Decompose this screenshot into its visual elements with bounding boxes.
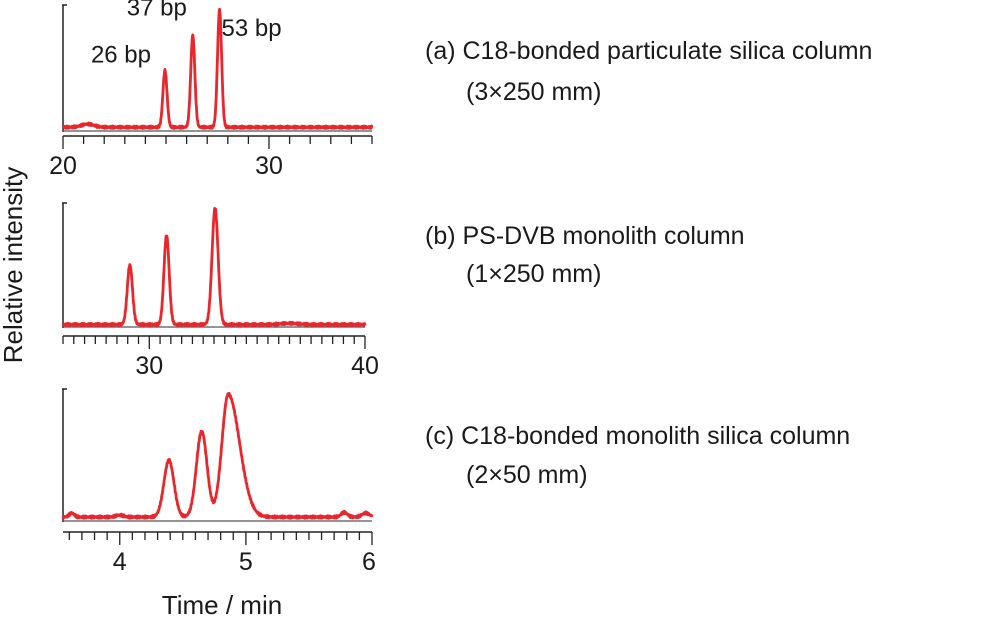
x-tick-label: 30 xyxy=(135,352,163,380)
subcaption-b: (1×250 mm) xyxy=(466,260,601,288)
x-tick-label: 40 xyxy=(351,352,379,380)
series-line xyxy=(61,7,374,130)
x-tick-label: 4 xyxy=(113,548,127,576)
x-tick-label: 20 xyxy=(49,152,77,180)
x-tick-label: 6 xyxy=(362,548,376,576)
panel-b: 30 40 xyxy=(61,202,379,380)
x-tick-label: 30 xyxy=(255,152,283,180)
series-line xyxy=(61,206,367,328)
peak-label: 26 bp xyxy=(91,42,151,69)
panel-a: 20 30 26 bp 37 bp 53 bp xyxy=(49,0,374,180)
x-axis-title: Time / min xyxy=(162,590,282,620)
subcaption-c: (2×50 mm) xyxy=(466,461,588,489)
series-line xyxy=(61,392,374,520)
y-axis-title: Relative intensity xyxy=(0,167,28,364)
caption-b: (b) PS-DVB monolith column xyxy=(425,222,745,250)
subcaption-a: (3×250 mm) xyxy=(466,78,601,106)
x-tick-label: 5 xyxy=(239,548,253,576)
panel-c: 4 5 6 xyxy=(61,388,376,576)
peak-label: 37 bp xyxy=(127,0,187,21)
caption-c: (c) C18-bonded monolith silica column xyxy=(425,422,850,450)
caption-a: (a) C18-bonded particulate silica column xyxy=(425,37,872,65)
peak-label: 53 bp xyxy=(222,15,282,42)
